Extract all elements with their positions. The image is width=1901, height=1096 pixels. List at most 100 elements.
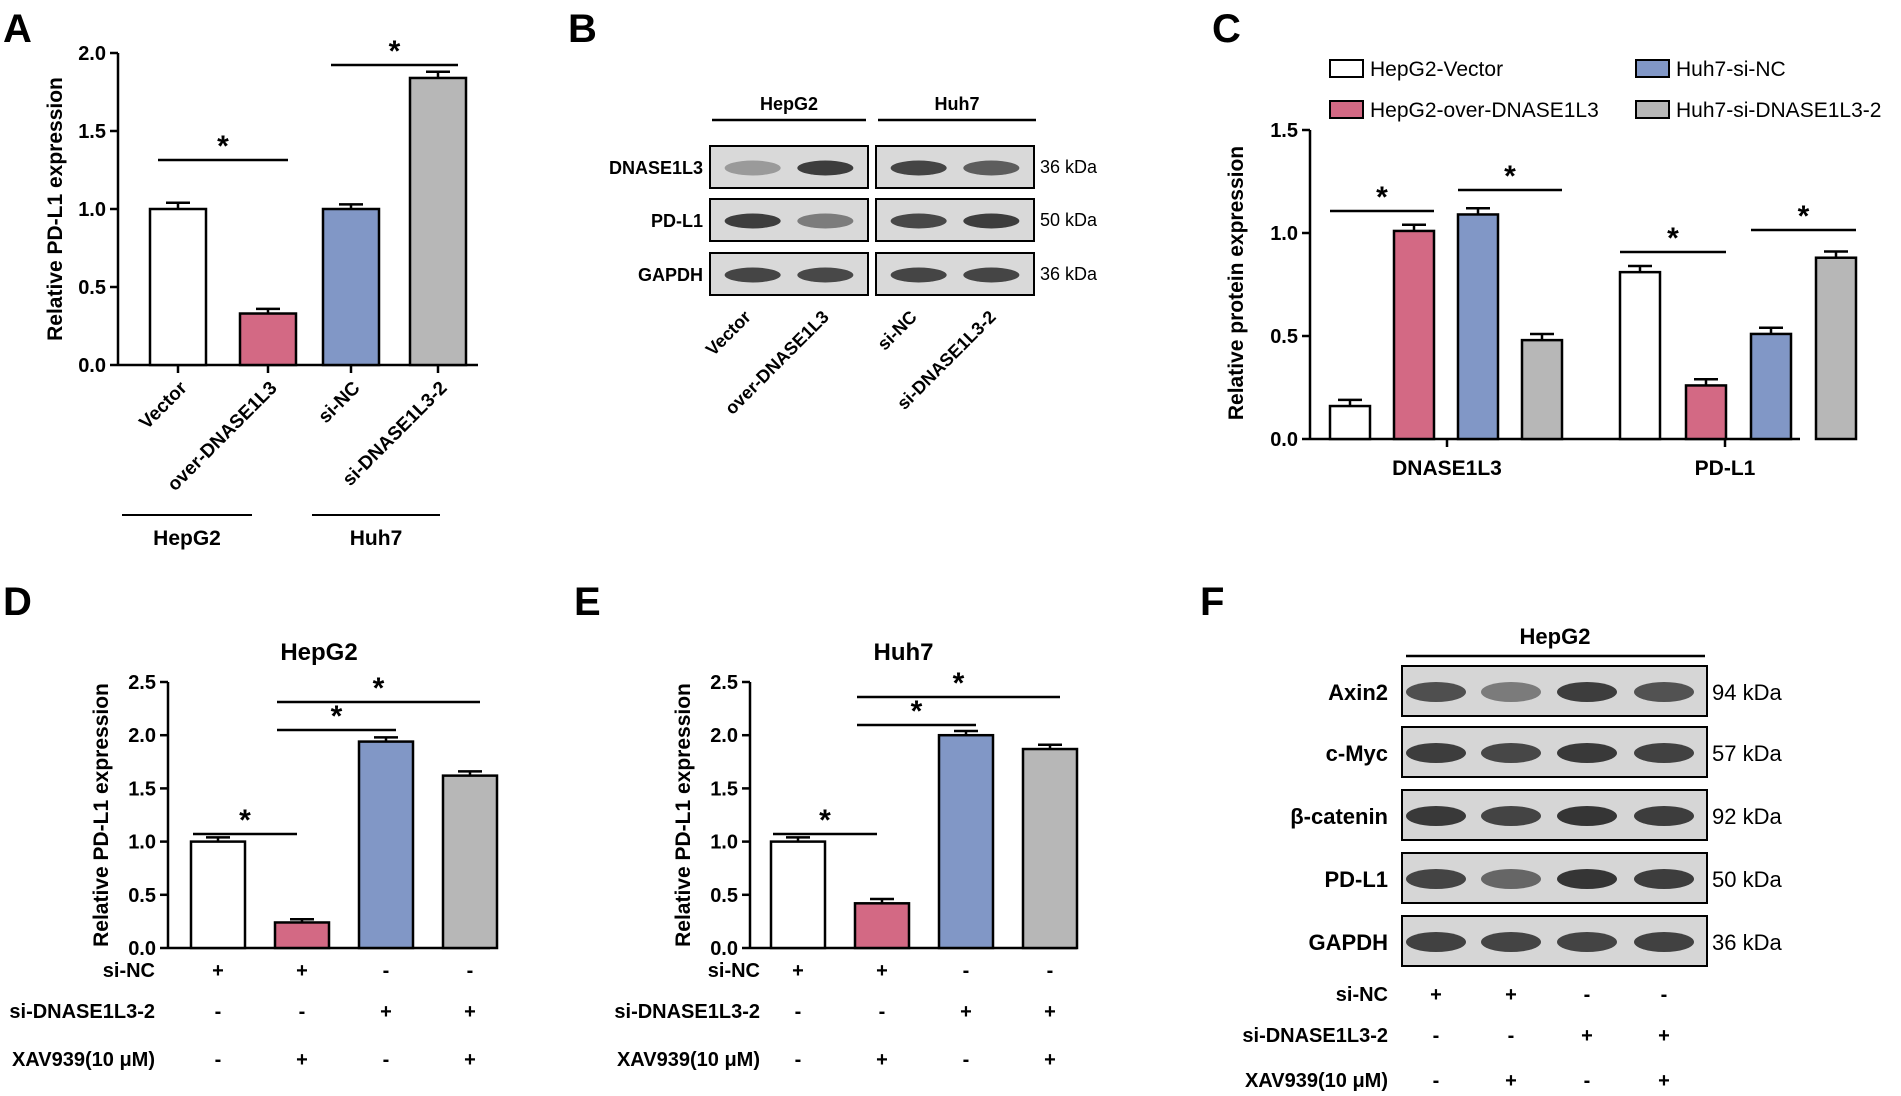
condition-sign: - bbox=[1047, 960, 1054, 982]
panel-label-a: A bbox=[3, 7, 32, 51]
panel-e-chart: 0.0 0.5 1.0 1.5 2.0 2.5 Huh7 Relative PD-L1 exp… bbox=[614, 639, 1079, 1071]
condition-label: si-DNASE1L3-2 bbox=[614, 1001, 760, 1023]
blot-band bbox=[1634, 869, 1694, 889]
significance-star: * bbox=[331, 700, 343, 733]
condition-sign: - bbox=[1661, 984, 1668, 1006]
blot-band bbox=[1406, 869, 1466, 889]
y-tick-label: 1.5 bbox=[128, 778, 156, 800]
condition-sign: + bbox=[960, 1001, 972, 1023]
blot-row-label: c-Myc bbox=[1326, 741, 1388, 766]
blot-band bbox=[724, 267, 781, 283]
condition-sign: - bbox=[383, 1049, 390, 1071]
bar bbox=[769, 840, 827, 950]
blot-band bbox=[963, 160, 1020, 176]
blot-band bbox=[797, 267, 854, 283]
blot-row-label: Axin2 bbox=[1328, 680, 1388, 705]
condition-sign: + bbox=[876, 960, 888, 982]
x-tick-label: DNASE1L3 bbox=[1392, 457, 1502, 480]
panel-c-chart: 0.0 0.5 1.0 1.5 Relative protein expression D… bbox=[1225, 58, 1881, 480]
y-axis-title: Relative protein expression bbox=[1225, 146, 1248, 420]
significance-star: * bbox=[911, 695, 923, 728]
blot-kda-label: 36 kDa bbox=[1040, 264, 1098, 284]
panel-label-d: D bbox=[3, 580, 32, 624]
blot-group-label: Huh7 bbox=[935, 94, 980, 114]
condition-sign: + bbox=[1581, 1025, 1593, 1047]
blot-band bbox=[1557, 932, 1617, 952]
bar bbox=[1749, 332, 1793, 441]
significance-star: * bbox=[953, 667, 965, 700]
blot-band bbox=[1406, 743, 1466, 763]
legend-label: HepG2-over-DNASE1L3 bbox=[1370, 99, 1599, 122]
blot-band bbox=[1557, 806, 1617, 826]
blot-band bbox=[890, 160, 947, 176]
condition-sign: + bbox=[464, 1049, 476, 1071]
legend: HepG2-Vector Huh7-si-NC HepG2-over-DNASE1L… bbox=[1329, 58, 1881, 122]
condition-sign: - bbox=[963, 960, 970, 982]
y-tick-label: 0.5 bbox=[1270, 326, 1298, 348]
bar bbox=[1618, 270, 1662, 441]
bar bbox=[1520, 338, 1564, 441]
condition-label: si-DNASE1L3-2 bbox=[9, 1001, 155, 1023]
x-tick-label: PD-L1 bbox=[1695, 457, 1756, 480]
bar bbox=[1684, 384, 1728, 441]
blot-band bbox=[724, 160, 781, 176]
y-axis-title: Relative PD-L1 expression bbox=[90, 683, 113, 947]
blot-row-label: GAPDH bbox=[1309, 930, 1388, 955]
significance-star: * bbox=[217, 130, 229, 163]
chart-title: Huh7 bbox=[874, 639, 934, 666]
bar bbox=[408, 76, 468, 367]
blot-lane-label: si-NC bbox=[873, 307, 920, 354]
x-tick-label: si-NC bbox=[315, 377, 365, 427]
legend-label: Huh7-si-DNASE1L3-2 bbox=[1676, 99, 1881, 122]
bar bbox=[1456, 213, 1500, 441]
condition-label: XAV939(10 μM) bbox=[617, 1049, 760, 1071]
blot-band bbox=[1406, 932, 1466, 952]
bar bbox=[238, 312, 298, 367]
blot-band bbox=[890, 213, 947, 229]
blot-band bbox=[963, 267, 1020, 283]
blot-lane-label: Vector bbox=[702, 307, 755, 360]
significance-star: * bbox=[373, 672, 385, 705]
condition-sign: - bbox=[1584, 984, 1591, 1006]
condition-sign: + bbox=[296, 960, 308, 982]
panel-label-b: B bbox=[568, 7, 597, 51]
blot-row-label: β-catenin bbox=[1290, 804, 1388, 829]
significance-star: * bbox=[389, 35, 401, 68]
condition-sign: - bbox=[879, 1001, 886, 1023]
condition-sign: - bbox=[215, 1049, 222, 1071]
blot-title: HepG2 bbox=[1520, 624, 1591, 649]
y-tick-label: 0.0 bbox=[128, 938, 156, 960]
condition-sign: + bbox=[212, 960, 224, 982]
legend-label: Huh7-si-NC bbox=[1676, 58, 1786, 81]
condition-sign: - bbox=[1584, 1070, 1591, 1092]
legend-swatch bbox=[1329, 59, 1364, 78]
condition-sign: + bbox=[792, 960, 804, 982]
bar bbox=[937, 733, 995, 950]
y-tick-label: 0.0 bbox=[78, 355, 106, 377]
y-tick-label: 2.0 bbox=[710, 725, 738, 747]
blot-band bbox=[1634, 806, 1694, 826]
y-tick-label: 1.5 bbox=[1270, 120, 1298, 142]
blot-kda-label: 57 kDa bbox=[1712, 741, 1782, 766]
condition-sign: - bbox=[1508, 1025, 1515, 1047]
blot-band bbox=[1406, 682, 1466, 702]
y-tick-label: 1.0 bbox=[710, 832, 738, 854]
blot-band bbox=[1481, 682, 1541, 702]
blot-band bbox=[1634, 682, 1694, 702]
bar bbox=[1021, 747, 1079, 950]
bar bbox=[1328, 404, 1372, 441]
condition-label: si-DNASE1L3-2 bbox=[1242, 1025, 1388, 1047]
y-tick-label: 1.5 bbox=[710, 778, 738, 800]
blot-row-label: GAPDH bbox=[638, 265, 703, 285]
condition-sign: + bbox=[1430, 984, 1442, 1006]
legend-swatch bbox=[1329, 100, 1364, 119]
condition-sign: - bbox=[795, 1001, 802, 1023]
condition-sign: + bbox=[1658, 1070, 1670, 1092]
panel-label-c: C bbox=[1212, 7, 1241, 51]
blot-band bbox=[1557, 682, 1617, 702]
blot-band bbox=[963, 213, 1020, 229]
y-tick-label: 2.5 bbox=[128, 672, 156, 694]
group-label: Huh7 bbox=[350, 527, 403, 550]
bar bbox=[273, 921, 331, 950]
